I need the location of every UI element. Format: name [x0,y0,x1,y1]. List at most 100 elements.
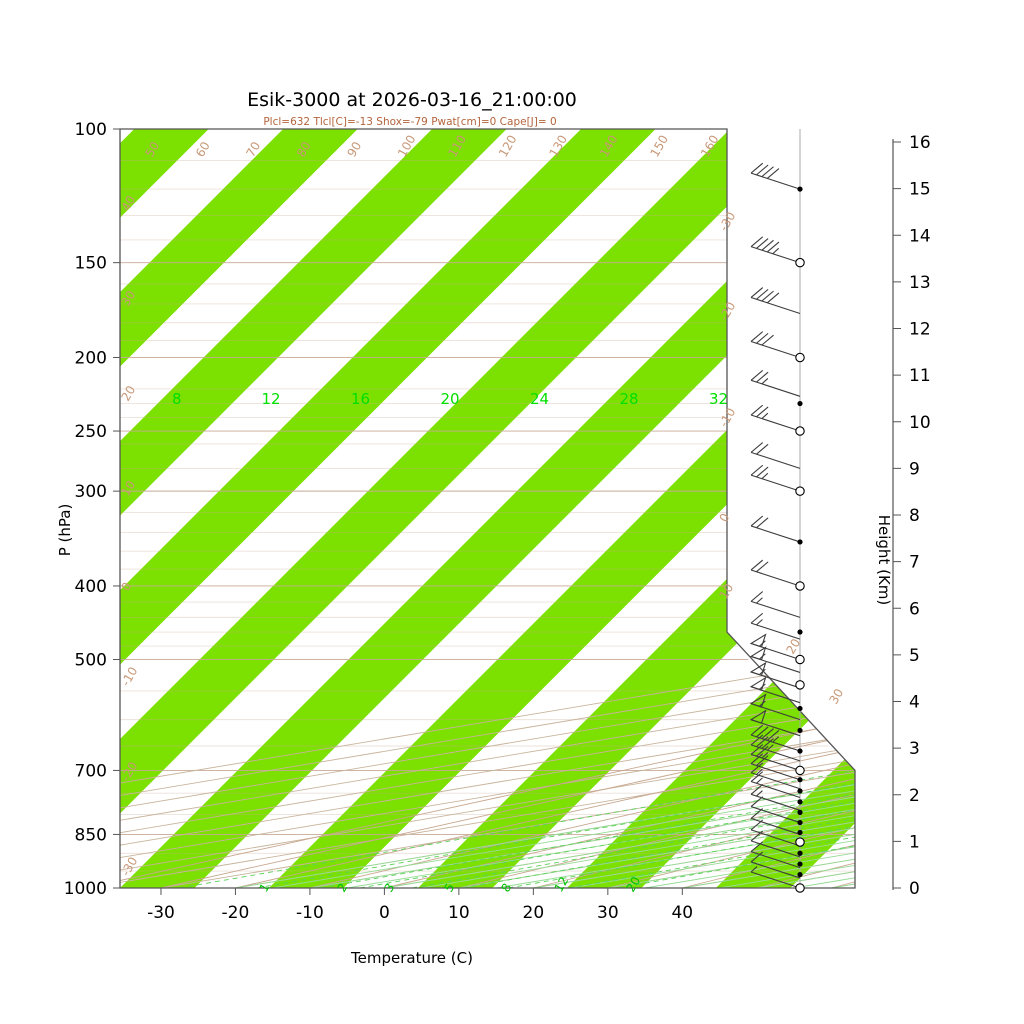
wind-barb-shaft[interactable] [750,817,801,835]
isotherm-line [756,129,855,888]
wind-barb-shaft[interactable] [750,340,801,359]
wind-level-marker[interactable] [797,871,803,878]
isotherm-line [120,129,855,888]
p-tick-label: 100 [75,120,107,140]
wind-level-marker[interactable] [795,765,805,776]
wind-level-marker[interactable] [795,654,805,665]
wind-barb-half [759,653,766,660]
isotherm-label-left: 10 [118,478,138,498]
mixing-ratio-label: 20 [441,390,460,408]
wind-barb-shaft[interactable] [750,622,801,640]
dry-adiabat [120,129,855,888]
wind-barb-shaft[interactable] [750,840,801,858]
wind-barb-shaft[interactable] [750,569,801,587]
moist-adiabat [496,129,855,888]
wind-level-marker[interactable] [795,257,805,268]
wind-barb-shaft[interactable] [750,806,801,824]
dry-adiabat [458,129,855,888]
wind-barb-shaft[interactable] [750,296,801,314]
isotherm-label-right: 30 [826,686,846,706]
wind-level-marker[interactable] [797,829,803,836]
wind-barb-flag [749,661,767,677]
wind-barb-full [750,744,764,755]
wind-barb-full [750,771,764,782]
wind-level-marker[interactable] [797,748,803,754]
height-tick-label: 14 [909,226,931,246]
wind-barb-shaft[interactable] [750,781,801,799]
wind-barb-shaft[interactable] [750,525,801,543]
height-tick-label: 2 [909,786,920,806]
wind-barb-shaft[interactable] [750,600,801,618]
wind-barb-shaft[interactable] [750,474,801,492]
wind-barb-full [756,238,769,249]
wind-level-marker[interactable] [797,861,803,867]
height-axis-label: Height (Km) [875,515,893,606]
isotherm-line [120,129,855,888]
wind-level-marker[interactable] [795,680,805,690]
wind-barb-shaft[interactable] [750,851,801,869]
wind-barb-half [761,752,769,759]
wind-barb-shaft[interactable] [750,451,801,469]
wind-level-marker[interactable] [795,352,805,363]
x-tick-label: -10 [296,903,324,923]
wind-level-marker[interactable] [797,539,803,545]
wind-level-marker[interactable] [797,629,803,635]
wind-level-marker[interactable] [797,727,803,734]
mixing-ratio-line [508,430,855,888]
mixing-ratio-line [320,430,855,888]
wind-barb-full [756,332,769,344]
wind-level-marker[interactable] [795,581,805,591]
wind-level-marker[interactable] [795,883,805,893]
wind-level-marker[interactable] [797,850,803,856]
height-tick-label: 5 [909,646,920,666]
mixing-ratio-line [179,430,855,888]
height-tick-label: 7 [909,553,920,573]
wind-barb-full [761,166,774,178]
dry-adiabat-label: 70 [243,139,263,159]
wind-level-marker[interactable] [795,837,805,847]
wind-barb-full [756,736,769,748]
height-tick-label: 4 [909,693,920,713]
x-tick-label: -20 [222,903,250,923]
wind-level-marker[interactable] [797,809,803,815]
wind-level-marker[interactable] [797,777,803,783]
wind-level-marker[interactable] [795,426,805,436]
wind-barb-shaft[interactable] [750,246,801,264]
moist-adiabat [384,129,855,888]
wind-barb-shaft[interactable] [750,861,801,879]
wind-barb-half [772,247,780,255]
wind-barb-full [750,515,764,527]
wind-barb-full [750,851,764,863]
mixing-ratio-line [412,430,855,888]
p-tick-label: 500 [75,651,107,671]
mixing-ratio-label: 12 [262,390,281,408]
wind-level-marker[interactable] [797,705,803,712]
wind-barb-shaft[interactable] [750,871,801,889]
wind-barb-full [756,443,769,455]
wind-barb-full [756,164,769,176]
wind-barb-flag [749,633,767,648]
wind-barb-flag [749,676,767,691]
dry-adiabat-label: 90 [344,139,364,159]
page-title: Esik-3000 at 2026-03-16_21:00:00 [247,89,577,111]
wind-barb-shaft[interactable] [750,172,801,190]
wind-level-marker[interactable] [797,799,803,805]
wind-level-marker[interactable] [797,788,803,794]
wind-level-marker[interactable] [797,186,803,192]
wind-level-marker[interactable] [795,486,805,496]
wind-barb-full [750,612,764,624]
wind-barb-shaft[interactable] [750,379,801,397]
wind-barb-full [750,287,764,298]
wind-barb-shaft[interactable] [750,772,801,790]
wind-barb-half [756,768,763,775]
wind-level-marker[interactable] [797,819,803,826]
moist-adiabat [235,129,855,888]
wind-barb-shaft[interactable] [750,414,801,432]
wind-barb-shaft[interactable] [750,793,801,811]
wind-barb-column[interactable] [749,129,805,893]
dry-adiabat [384,129,855,888]
wind-barb-shaft[interactable] [750,829,801,847]
wind-level-marker[interactable] [797,400,803,407]
mixing-ratio-label-bottom: 12 [551,874,571,894]
